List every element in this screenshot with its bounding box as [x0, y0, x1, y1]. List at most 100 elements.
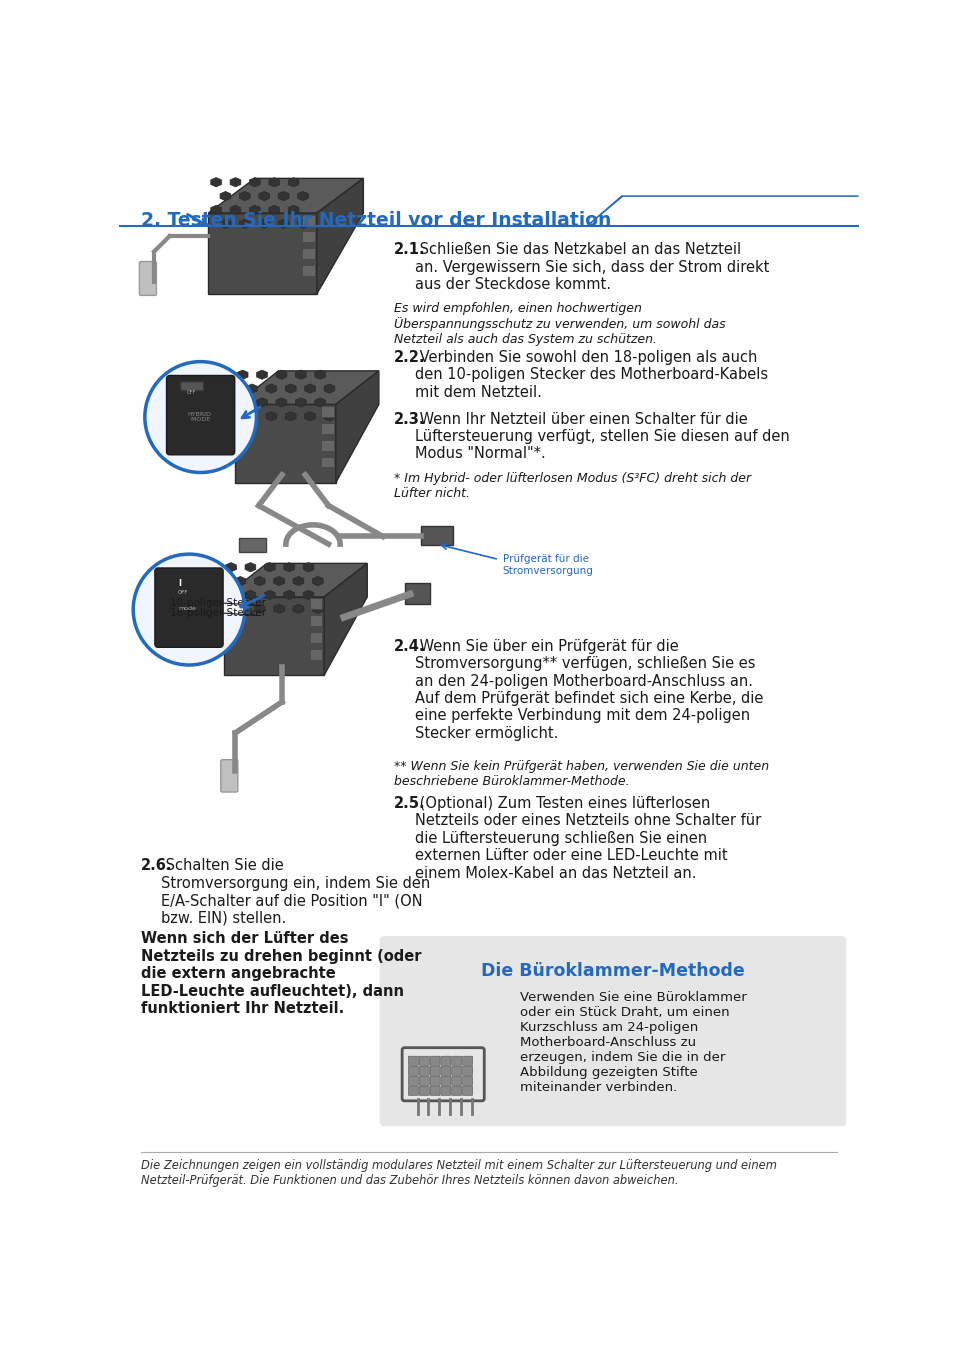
- Text: Wenn Sie über ein Prüfgerät für die
Stromversorgung** verfügen, schließen Sie es: Wenn Sie über ein Prüfgerät für die Stro…: [415, 638, 762, 741]
- Polygon shape: [245, 591, 255, 599]
- Polygon shape: [211, 178, 221, 187]
- Text: HYBRID
 MODE: HYBRID MODE: [187, 411, 211, 422]
- Polygon shape: [313, 604, 323, 614]
- Polygon shape: [293, 576, 303, 585]
- Polygon shape: [278, 219, 289, 228]
- Polygon shape: [250, 205, 260, 215]
- Polygon shape: [285, 384, 295, 394]
- Polygon shape: [314, 371, 325, 379]
- Polygon shape: [226, 562, 236, 572]
- Polygon shape: [250, 178, 260, 187]
- FancyBboxPatch shape: [430, 1057, 439, 1066]
- Polygon shape: [275, 398, 287, 407]
- FancyBboxPatch shape: [430, 1086, 439, 1096]
- Polygon shape: [234, 576, 246, 585]
- Polygon shape: [297, 191, 308, 201]
- Polygon shape: [208, 178, 363, 213]
- Polygon shape: [313, 576, 323, 585]
- Text: Prüfgerät für die
Stromversorgung: Prüfgerät für die Stromversorgung: [502, 554, 593, 576]
- Text: Verwenden Sie eine Büroklammer
oder ein Stück Draht, um einen
Kurzschluss am 24-: Verwenden Sie eine Büroklammer oder ein …: [519, 991, 746, 1093]
- Polygon shape: [288, 205, 298, 215]
- FancyBboxPatch shape: [408, 1076, 418, 1085]
- Polygon shape: [239, 191, 250, 201]
- Polygon shape: [293, 604, 303, 614]
- FancyBboxPatch shape: [462, 1066, 472, 1076]
- Polygon shape: [258, 191, 270, 201]
- Polygon shape: [230, 178, 240, 187]
- FancyBboxPatch shape: [430, 1066, 439, 1076]
- FancyBboxPatch shape: [220, 759, 237, 792]
- Polygon shape: [314, 398, 325, 407]
- Polygon shape: [269, 205, 279, 215]
- Polygon shape: [264, 562, 274, 572]
- Polygon shape: [283, 562, 294, 572]
- Polygon shape: [304, 411, 315, 421]
- Text: 10-poliger Stecker: 10-poliger Stecker: [170, 598, 265, 608]
- Polygon shape: [278, 191, 289, 201]
- FancyBboxPatch shape: [430, 1076, 439, 1085]
- Polygon shape: [303, 562, 314, 572]
- Polygon shape: [316, 178, 363, 293]
- FancyBboxPatch shape: [309, 633, 321, 644]
- Polygon shape: [585, 196, 858, 225]
- FancyBboxPatch shape: [452, 1076, 461, 1085]
- FancyBboxPatch shape: [452, 1086, 461, 1096]
- Text: 2.4.: 2.4.: [394, 638, 425, 653]
- FancyBboxPatch shape: [418, 1057, 429, 1066]
- Text: (Optional) Zum Testen eines lüfterlosen
Netzteils oder eines Netzteils ohne Scha: (Optional) Zum Testen eines lüfterlosen …: [415, 796, 760, 880]
- Polygon shape: [246, 384, 257, 394]
- Text: Die Büroklammer-Methode: Die Büroklammer-Methode: [480, 963, 744, 980]
- Text: 2.6.: 2.6.: [141, 858, 172, 873]
- FancyBboxPatch shape: [235, 405, 335, 482]
- FancyBboxPatch shape: [440, 1057, 451, 1066]
- Text: 18-poliger Stecker: 18-poliger Stecker: [170, 608, 265, 618]
- Text: ** Wenn Sie kein Prüfgerät haben, verwenden Sie die unten
beschriebene Büroklamm: ** Wenn Sie kein Prüfgerät haben, verwen…: [394, 760, 769, 789]
- Polygon shape: [234, 604, 246, 614]
- Polygon shape: [220, 219, 231, 228]
- FancyBboxPatch shape: [309, 649, 321, 660]
- FancyBboxPatch shape: [462, 1057, 472, 1066]
- Text: Verbinden Sie sowohl den 18-poligen als auch
den 10-poligen Stecker des Motherbo: Verbinden Sie sowohl den 18-poligen als …: [415, 350, 767, 399]
- FancyBboxPatch shape: [462, 1086, 472, 1096]
- Polygon shape: [237, 398, 248, 407]
- Text: I: I: [178, 580, 181, 588]
- Text: Wenn Ihr Netzteil über einen Schalter für die
Lüftersteuerung verfügt, stellen S: Wenn Ihr Netzteil über einen Schalter fü…: [415, 411, 788, 462]
- Text: OFF: OFF: [187, 390, 195, 395]
- FancyBboxPatch shape: [440, 1076, 451, 1085]
- Polygon shape: [283, 591, 294, 599]
- Polygon shape: [269, 178, 279, 187]
- Polygon shape: [230, 205, 240, 215]
- Polygon shape: [254, 604, 265, 614]
- Polygon shape: [335, 371, 378, 482]
- Polygon shape: [266, 384, 276, 394]
- Text: Wenn sich der Lüfter des
Netzteils zu drehen beginnt (oder
die extern angebracht: Wenn sich der Lüfter des Netzteils zu dr…: [141, 932, 421, 1016]
- Text: 2. Testen Sie Ihr Netzteil vor der Installation: 2. Testen Sie Ihr Netzteil vor der Insta…: [141, 210, 611, 230]
- FancyBboxPatch shape: [180, 382, 204, 391]
- Polygon shape: [304, 384, 315, 394]
- FancyBboxPatch shape: [139, 262, 156, 296]
- FancyBboxPatch shape: [418, 1076, 429, 1085]
- Polygon shape: [324, 411, 335, 421]
- Polygon shape: [211, 205, 221, 215]
- FancyBboxPatch shape: [379, 936, 845, 1126]
- FancyBboxPatch shape: [408, 1066, 418, 1076]
- Polygon shape: [324, 564, 367, 675]
- Polygon shape: [239, 219, 250, 228]
- Polygon shape: [303, 591, 314, 599]
- Polygon shape: [324, 384, 335, 394]
- Polygon shape: [254, 576, 265, 585]
- FancyBboxPatch shape: [321, 456, 334, 467]
- Text: Schließen Sie das Netzkabel an das Netzteil
an. Vergewissern Sie sich, dass der : Schließen Sie das Netzkabel an das Netzt…: [415, 242, 768, 292]
- FancyBboxPatch shape: [321, 406, 334, 417]
- Polygon shape: [246, 411, 257, 421]
- Polygon shape: [258, 219, 270, 228]
- Polygon shape: [285, 411, 295, 421]
- Polygon shape: [256, 371, 267, 379]
- FancyBboxPatch shape: [440, 1066, 451, 1076]
- FancyBboxPatch shape: [405, 583, 430, 604]
- Polygon shape: [288, 178, 298, 187]
- Text: 2.2.: 2.2.: [394, 350, 425, 365]
- Polygon shape: [295, 371, 306, 379]
- FancyBboxPatch shape: [302, 215, 314, 225]
- Polygon shape: [295, 398, 306, 407]
